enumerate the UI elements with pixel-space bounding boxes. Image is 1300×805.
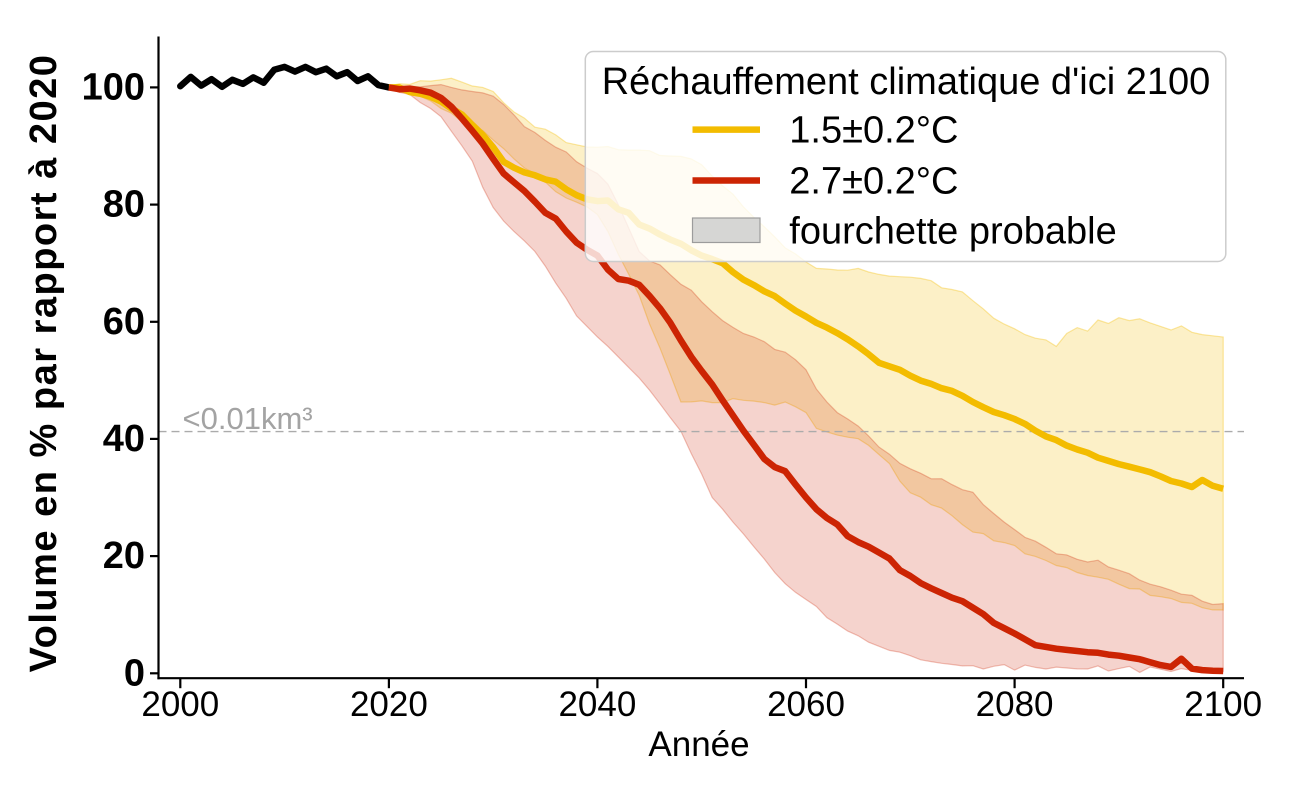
svg-text:fourchette probable: fourchette probable [789,210,1116,252]
svg-text:2080: 2080 [976,685,1054,724]
svg-text:0: 0 [124,652,145,694]
svg-text:60: 60 [103,301,145,343]
svg-text:2040: 2040 [558,685,636,724]
svg-text:2100: 2100 [1184,685,1262,724]
svg-text:2060: 2060 [767,685,845,724]
svg-text:40: 40 [103,418,145,460]
svg-text:1.5±0.2°C: 1.5±0.2°C [789,110,958,152]
svg-text:2000: 2000 [141,685,219,724]
svg-text:Réchauffement climatique d'ici: Réchauffement climatique d'ici 2100 [602,61,1211,103]
svg-text:Volume en % par rapport à 2020: Volume en % par rapport à 2020 [23,54,65,673]
svg-text:2.7±0.2°C: 2.7±0.2°C [789,161,958,203]
svg-text:80: 80 [103,184,145,226]
svg-text:100: 100 [82,66,145,108]
svg-text:<0.01km³: <0.01km³ [183,401,313,436]
svg-text:Année: Année [648,725,749,764]
svg-text:20: 20 [103,535,145,577]
svg-text:2020: 2020 [350,685,428,724]
